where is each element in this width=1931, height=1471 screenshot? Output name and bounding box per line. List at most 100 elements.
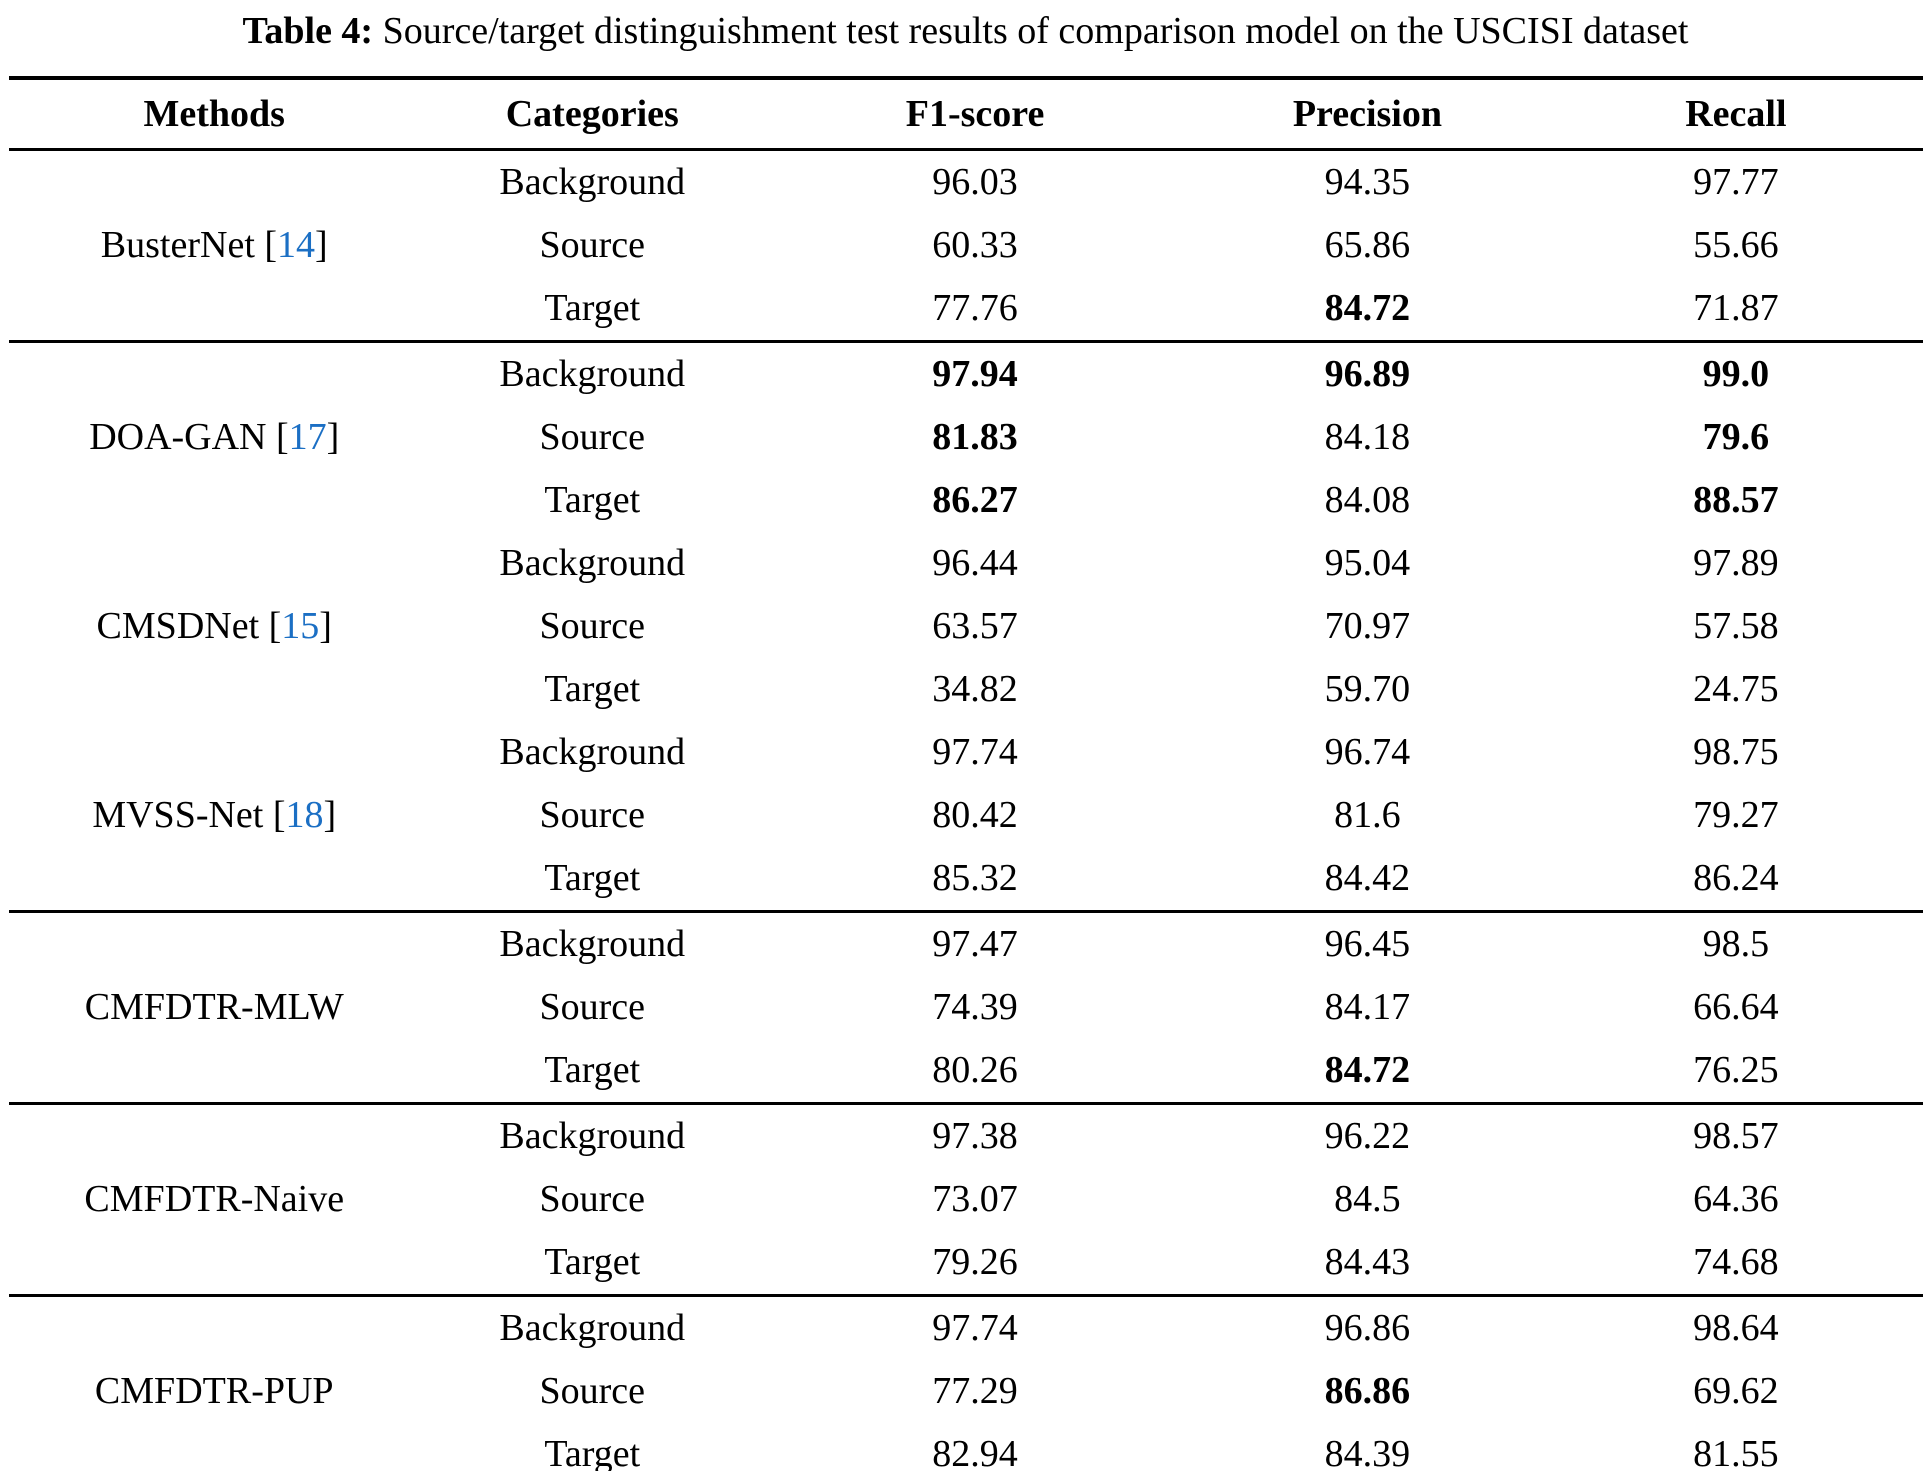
column-header-precision: Precision <box>1185 77 1550 151</box>
table-row: Target 82.94 84.39 81.55 <box>9 1423 1923 1471</box>
category-cell: Source <box>539 1178 646 1220</box>
category-cell: Target <box>544 479 641 521</box>
recall-value: 24.75 <box>1693 668 1779 710</box>
table-row: Target 77.76 84.72 71.87 <box>9 277 1923 342</box>
precision-value: 94.35 <box>1324 161 1411 203</box>
table-header: Methods Categories F1-score Precision Re… <box>8 77 1923 151</box>
category-cell: Background <box>420 1101 765 1168</box>
table-row: CMSDNet [15] Background 96.44 95.04 97.89 <box>9 532 1923 647</box>
category-cell: Target <box>544 1241 641 1283</box>
category-cell: Background <box>420 339 765 406</box>
table-caption: Table 4: Source/target distinguishment t… <box>0 0 1931 56</box>
f1-value: 86.27 <box>932 479 1018 521</box>
category-cell: Background <box>420 1293 765 1360</box>
recall-value: 74.68 <box>1693 1241 1779 1283</box>
table-row: Source 63.57 70.97 57.58 <box>9 595 1923 658</box>
precision-value: 95.04 <box>1324 542 1411 584</box>
category-cell: Source <box>539 224 646 266</box>
category-cell: Target <box>544 287 641 329</box>
category-cell: Source <box>539 794 646 836</box>
precision-value: 96.86 <box>1185 1293 1550 1360</box>
category-cell: Target <box>544 668 641 710</box>
recall-value: 81.55 <box>1693 1433 1779 1471</box>
table-row: Target 34.82 59.70 24.75 <box>9 658 1923 721</box>
recall-value: 99.0 <box>1549 339 1923 406</box>
recall-value: 86.24 <box>1693 857 1779 899</box>
category-cell: Source <box>539 416 646 458</box>
table-row: BusterNet [14] Background 96.03 94.35 97.77 <box>9 149 1923 266</box>
f1-value: 85.32 <box>932 857 1018 899</box>
table-row: Target 86.27 84.08 88.57 <box>9 469 1923 532</box>
table-row: Source 81.83 84.18 79.6 <box>9 406 1923 469</box>
recall-value: 69.62 <box>1693 1370 1779 1412</box>
category-cell: Background <box>420 909 765 976</box>
citation-link[interactable]: 18 <box>285 794 324 836</box>
method-name: CMFDTR-MLW <box>8 909 420 1103</box>
f1-value: 80.42 <box>932 794 1018 836</box>
column-header-categories: Categories <box>420 77 765 151</box>
table-row: Source 80.42 81.6 79.27 <box>9 784 1923 847</box>
table-row: Source 74.39 84.17 66.64 <box>9 976 1923 1039</box>
recall-value: 79.6 <box>1702 416 1770 458</box>
recall-value: 55.66 <box>1693 224 1779 266</box>
citation-link[interactable]: 15 <box>281 605 320 647</box>
f1-value: 79.26 <box>932 1241 1018 1283</box>
precision-value: 84.5 <box>1334 1178 1401 1220</box>
precision-value: 84.08 <box>1324 479 1411 521</box>
f1-value: 97.47 <box>764 909 1186 976</box>
column-header-methods: Methods <box>8 77 420 151</box>
f1-value: 97.74 <box>764 1293 1186 1360</box>
f1-value: 73.07 <box>932 1178 1018 1220</box>
table-row: DOA-GAN [17] Background 97.94 96.89 99.0 <box>8 339 1923 532</box>
precision-value: 84.72 <box>1324 287 1411 329</box>
f1-value: 96.03 <box>932 161 1018 203</box>
results-table: Methods Categories F1-score Precision Re… <box>8 75 1923 1471</box>
category-cell: Background <box>499 542 686 584</box>
table-row: Target 85.32 84.42 86.24 <box>9 847 1923 912</box>
category-cell: Background <box>499 161 686 203</box>
table-row: CMFDTR-Naive Background 97.38 96.22 98.57 <box>8 1101 1923 1295</box>
method-name: CMFDTR-PUP <box>8 1293 420 1471</box>
f1-value: 77.76 <box>932 287 1018 329</box>
citation-link[interactable]: 17 <box>288 416 327 458</box>
f1-value: 97.74 <box>932 731 1018 773</box>
category-cell: Background <box>499 731 686 773</box>
table-row: Source 60.33 65.86 55.66 <box>9 214 1923 277</box>
precision-value: 96.74 <box>1324 731 1411 773</box>
recall-value: 98.5 <box>1549 909 1923 976</box>
f1-value: 74.39 <box>932 986 1018 1028</box>
results-tbody: BusterNet [14] Background 96.03 94.35 97.77 S… <box>8 149 1923 1471</box>
recall-value: 88.57 <box>1693 479 1779 521</box>
method-name: BusterNet [14] <box>100 224 328 266</box>
recall-value: 57.58 <box>1693 605 1779 647</box>
table-row: Source 77.29 86.86 69.62 <box>9 1360 1923 1423</box>
category-cell: Source <box>539 1370 646 1412</box>
f1-value: 97.94 <box>764 339 1186 406</box>
recall-value: 79.27 <box>1693 794 1779 836</box>
category-cell: Target <box>544 857 641 899</box>
column-header-f1-score: F1-score <box>764 77 1186 151</box>
precision-value: 96.22 <box>1185 1101 1550 1168</box>
f1-value: 97.38 <box>764 1101 1186 1168</box>
category-cell: Target <box>544 1433 641 1471</box>
f1-value: 80.26 <box>932 1049 1018 1091</box>
header-row: Methods Categories F1-score Precision Re… <box>8 77 1923 151</box>
caption-label: Table 4: <box>242 10 374 52</box>
recall-value: 71.87 <box>1693 287 1779 329</box>
table-row: MVSS-Net [18] Background 97.74 96.74 98.75 <box>9 721 1923 836</box>
table-row: Target 80.26 84.72 76.25 <box>9 1039 1923 1104</box>
f1-value: 34.82 <box>932 668 1018 710</box>
citation-link[interactable]: 14 <box>277 224 316 266</box>
method-name: MVSS-Net [18] <box>92 794 337 836</box>
table-row: CMFDTR-MLW Background 97.47 96.45 98.5 <box>8 909 1923 1103</box>
recall-value: 98.75 <box>1693 731 1779 773</box>
recall-value: 64.36 <box>1693 1178 1779 1220</box>
precision-value: 59.70 <box>1324 668 1411 710</box>
f1-value: 82.94 <box>932 1433 1018 1471</box>
precision-value: 84.72 <box>1324 1049 1411 1091</box>
precision-value: 84.39 <box>1324 1433 1411 1471</box>
column-header-recall: Recall <box>1549 77 1923 151</box>
f1-value: 96.44 <box>932 542 1018 584</box>
recall-value: 76.25 <box>1693 1049 1779 1091</box>
